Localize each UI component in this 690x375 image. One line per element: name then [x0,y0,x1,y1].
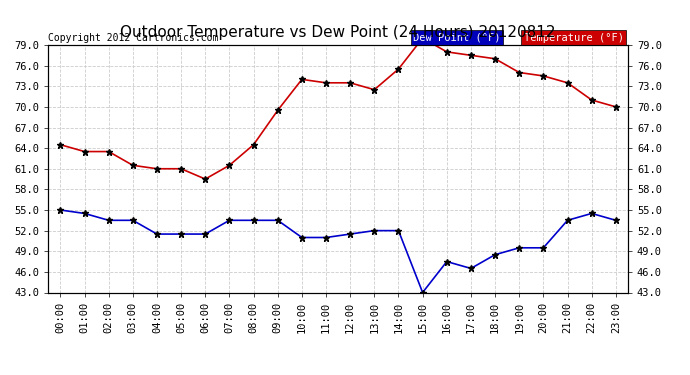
Text: Dew Point (°F): Dew Point (°F) [413,33,501,42]
Title: Outdoor Temperature vs Dew Point (24 Hours) 20120812: Outdoor Temperature vs Dew Point (24 Hou… [120,25,556,40]
Text: Copyright 2012 Cartronics.com: Copyright 2012 Cartronics.com [48,33,219,42]
Text: Temperature (°F): Temperature (°F) [524,33,624,42]
